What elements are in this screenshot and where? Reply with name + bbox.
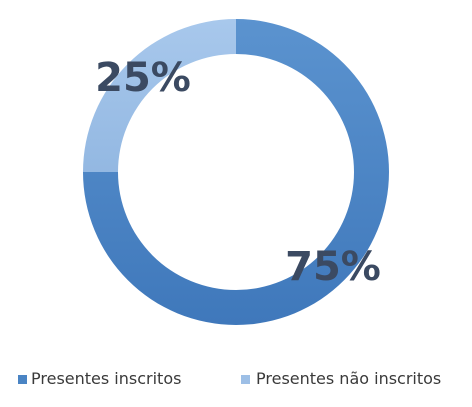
legend: Presentes inscritos Presentes não inscrit… — [18, 369, 441, 388]
legend-swatch-presentes-inscritos — [18, 375, 27, 384]
data-label-presentes-nao-inscritos: 25% — [95, 55, 191, 101]
data-label-presentes-inscritos: 75% — [285, 244, 381, 290]
legend-label-presentes-inscritos: Presentes inscritos — [31, 369, 181, 388]
data-labels: 75% 25% — [95, 55, 381, 290]
legend-swatch-presentes-nao-inscritos — [241, 375, 250, 384]
slice-presentes-nao-inscritos — [83, 19, 236, 172]
legend-label-presentes-nao-inscritos: Presentes não inscritos — [256, 369, 441, 388]
donut-slices — [83, 19, 389, 325]
